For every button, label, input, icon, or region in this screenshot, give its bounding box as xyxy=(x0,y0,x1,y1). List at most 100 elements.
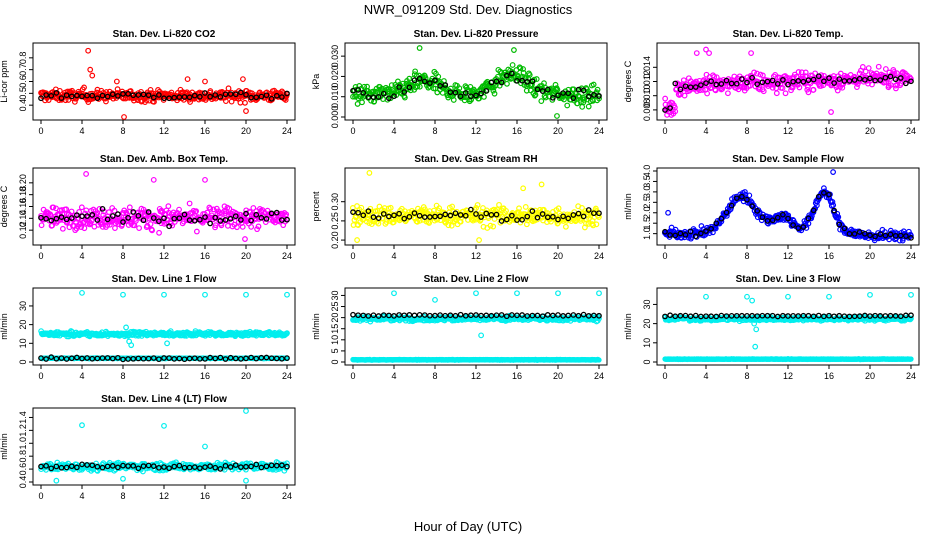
data-point xyxy=(782,90,789,97)
reference-point xyxy=(580,311,587,318)
reference-point xyxy=(391,313,397,319)
reference-point xyxy=(38,214,44,221)
reference-point xyxy=(575,86,582,93)
reference-point xyxy=(207,93,213,100)
data-point xyxy=(204,209,211,216)
reference-point xyxy=(591,210,597,217)
reference-point xyxy=(672,80,679,87)
reference-point xyxy=(509,70,515,77)
data-point xyxy=(78,204,85,211)
reference-point xyxy=(156,92,162,98)
y-tick-label: 0.30 xyxy=(330,193,340,211)
data-point xyxy=(583,220,589,227)
data-point xyxy=(71,98,78,105)
reference-point xyxy=(877,77,884,83)
reference-point xyxy=(882,74,889,81)
data-point xyxy=(579,205,585,211)
reference-point xyxy=(171,356,178,362)
reference-point xyxy=(800,78,807,85)
data-point xyxy=(439,89,446,96)
reference-points xyxy=(350,311,602,320)
reference-point xyxy=(795,225,802,231)
reference-point xyxy=(560,213,566,220)
reference-point xyxy=(380,90,387,97)
panel-title: Stan. Dev. Amb. Box Temp. xyxy=(100,154,228,165)
reference-point xyxy=(846,78,853,84)
reference-point xyxy=(534,214,541,221)
reference-point xyxy=(447,212,454,219)
reference-point xyxy=(544,312,551,318)
data-point xyxy=(202,291,208,298)
data-point xyxy=(593,221,600,228)
reference-point xyxy=(115,211,121,217)
reference-point xyxy=(774,214,781,221)
x-tick-label: 16 xyxy=(200,126,210,136)
x-tick-label: 0 xyxy=(38,126,43,136)
reference-point xyxy=(826,75,832,82)
y-tick-label: 0.7 xyxy=(18,63,28,76)
x-tick-label: 0 xyxy=(662,126,667,136)
reference-point xyxy=(84,355,90,361)
reference-point xyxy=(596,312,602,319)
reference-point xyxy=(232,213,239,220)
reference-point xyxy=(355,87,361,93)
data-point xyxy=(473,290,479,297)
data-point xyxy=(805,89,812,96)
reference-point xyxy=(442,82,449,88)
data-point xyxy=(520,185,527,192)
reference-point xyxy=(140,355,147,362)
reference-point xyxy=(207,220,213,227)
y-tick-label: 0.4 xyxy=(18,99,28,112)
data-point xyxy=(242,99,248,106)
reference-point xyxy=(150,94,157,101)
data-point xyxy=(537,206,543,213)
reference-point xyxy=(248,217,254,224)
data-point xyxy=(869,81,875,88)
reference-point xyxy=(232,355,239,362)
reference-point xyxy=(585,207,592,213)
reference-point xyxy=(135,355,142,362)
x-tick-label: 4 xyxy=(79,371,84,381)
y-tick-label: 20 xyxy=(330,313,340,323)
y-axis-label: ml/min xyxy=(623,193,633,220)
x-tick-label: 24 xyxy=(906,371,916,381)
reference-point xyxy=(677,86,684,93)
data-point xyxy=(239,223,246,230)
data-point xyxy=(120,291,126,298)
data-point xyxy=(542,94,549,101)
reference-point xyxy=(109,355,116,362)
x-tick-label: 4 xyxy=(79,251,84,261)
reference-point xyxy=(411,312,418,319)
reference-point xyxy=(416,212,423,219)
reference-point xyxy=(872,233,878,240)
reference-point xyxy=(478,312,484,319)
reference-point xyxy=(452,210,459,217)
data-point xyxy=(796,84,803,91)
reference-point xyxy=(713,81,720,88)
x-tick-label: 20 xyxy=(241,371,251,381)
x-tick-label: 16 xyxy=(824,371,834,381)
reference-point xyxy=(370,94,377,101)
reference-point xyxy=(166,355,172,361)
data-point xyxy=(399,80,406,87)
data-point xyxy=(161,220,168,227)
reference-point xyxy=(457,212,464,218)
data-point xyxy=(396,81,403,88)
x-tick-label: 24 xyxy=(594,371,604,381)
reference-point xyxy=(570,95,577,101)
data-point xyxy=(416,45,423,51)
data-point xyxy=(94,210,101,217)
reference-point xyxy=(442,211,449,218)
y-tick-label: 0.5 xyxy=(18,87,28,100)
reference-point xyxy=(145,355,152,362)
reference-point xyxy=(795,78,802,84)
data-point xyxy=(532,91,539,98)
reference-point xyxy=(800,224,807,230)
reference-point xyxy=(350,311,356,318)
reference-point xyxy=(120,219,126,225)
reference-point xyxy=(284,90,290,97)
reference-point xyxy=(851,77,858,83)
y-tick-label: 0.012 xyxy=(642,70,652,93)
data-point xyxy=(435,73,442,80)
data-point xyxy=(810,86,817,93)
